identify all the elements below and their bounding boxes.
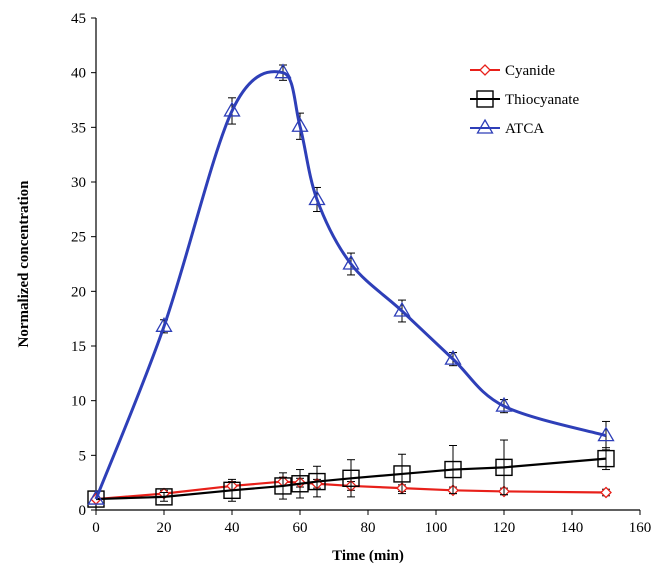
y-tick-label: 30 [71,175,86,191]
y-tick-label: 35 [71,120,86,136]
data-point-atca [495,396,513,412]
series-line-atca [94,70,607,500]
legend-swatch-marker [476,90,494,108]
legend-label: ATCA [505,121,544,137]
y-tick-label: 5 [79,448,87,464]
y-tick-label: 10 [71,394,86,410]
data-point-atca [597,426,615,442]
legend: Cyanide Thiocyanate ATCA [470,63,579,137]
data-point-atca [291,116,309,132]
y-axis-title: Normalized concentration [16,180,32,348]
y-tick-label: 20 [71,284,86,300]
data-point-thiocyanate [223,481,241,500]
x-tick-label: 0 [92,520,100,536]
x-tick-label: 160 [629,520,652,536]
data-point-atca [155,317,173,332]
y-tick-label: 45 [71,11,86,27]
legend-item-cyanide: Cyanide [470,63,555,79]
data-point-thiocyanate [393,465,411,483]
y-tick-label: 25 [71,230,86,246]
data-point-atca [223,101,241,117]
x-tick-label: 40 [225,520,240,536]
x-tick-label: 20 [157,520,172,536]
data-point-atca [87,489,105,505]
series-line-thiocyanate [95,457,607,501]
data-point-atca [274,63,292,79]
x-tick-label: 120 [493,520,516,536]
x-ticks: 0 20 40 60 80 100 120 140 160 [92,510,651,536]
data-point-thiocyanate [274,477,292,495]
data-point-thiocyanate [342,469,360,487]
series-atca [87,63,615,505]
data-point-atca [342,254,360,270]
y-tick-label: 40 [71,66,86,82]
data-point-cyanide [600,486,612,499]
axes: 0 20 40 60 80 100 120 140 160 0 5 10 15 20 25 30 35 40 45 [71,11,651,536]
data-point-thiocyanate [155,488,173,506]
x-axis-title: Time (min) [332,548,404,564]
data-point-thiocyanate [495,458,513,477]
legend-label: Thiocyanate [505,92,579,108]
series-group [87,63,615,508]
y-tick-label: 15 [71,339,86,355]
y-tick-label: 0 [79,503,87,519]
legend-swatch-marker [476,118,494,134]
x-tick-label: 60 [293,520,308,536]
legend-item-thiocyanate: Thiocyanate [470,90,579,108]
data-point-atca [444,349,462,365]
data-point-thiocyanate [597,449,615,468]
legend-label: Cyanide [505,63,555,79]
data-point-thiocyanate [444,460,462,479]
data-point-atca [393,301,411,317]
x-tick-label: 80 [361,520,376,536]
x-tick-label: 100 [425,520,448,536]
x-tick-label: 140 [561,520,584,536]
y-ticks: 0 5 10 15 20 25 30 35 40 45 [71,11,96,519]
data-point-thiocyanate [308,472,326,491]
data-point-thiocyanate [291,475,309,493]
legend-swatch-marker [479,64,491,76]
legend-item-atca: ATCA [470,118,544,137]
series-thiocyanate [87,439,615,508]
data-point-atca [308,190,326,206]
